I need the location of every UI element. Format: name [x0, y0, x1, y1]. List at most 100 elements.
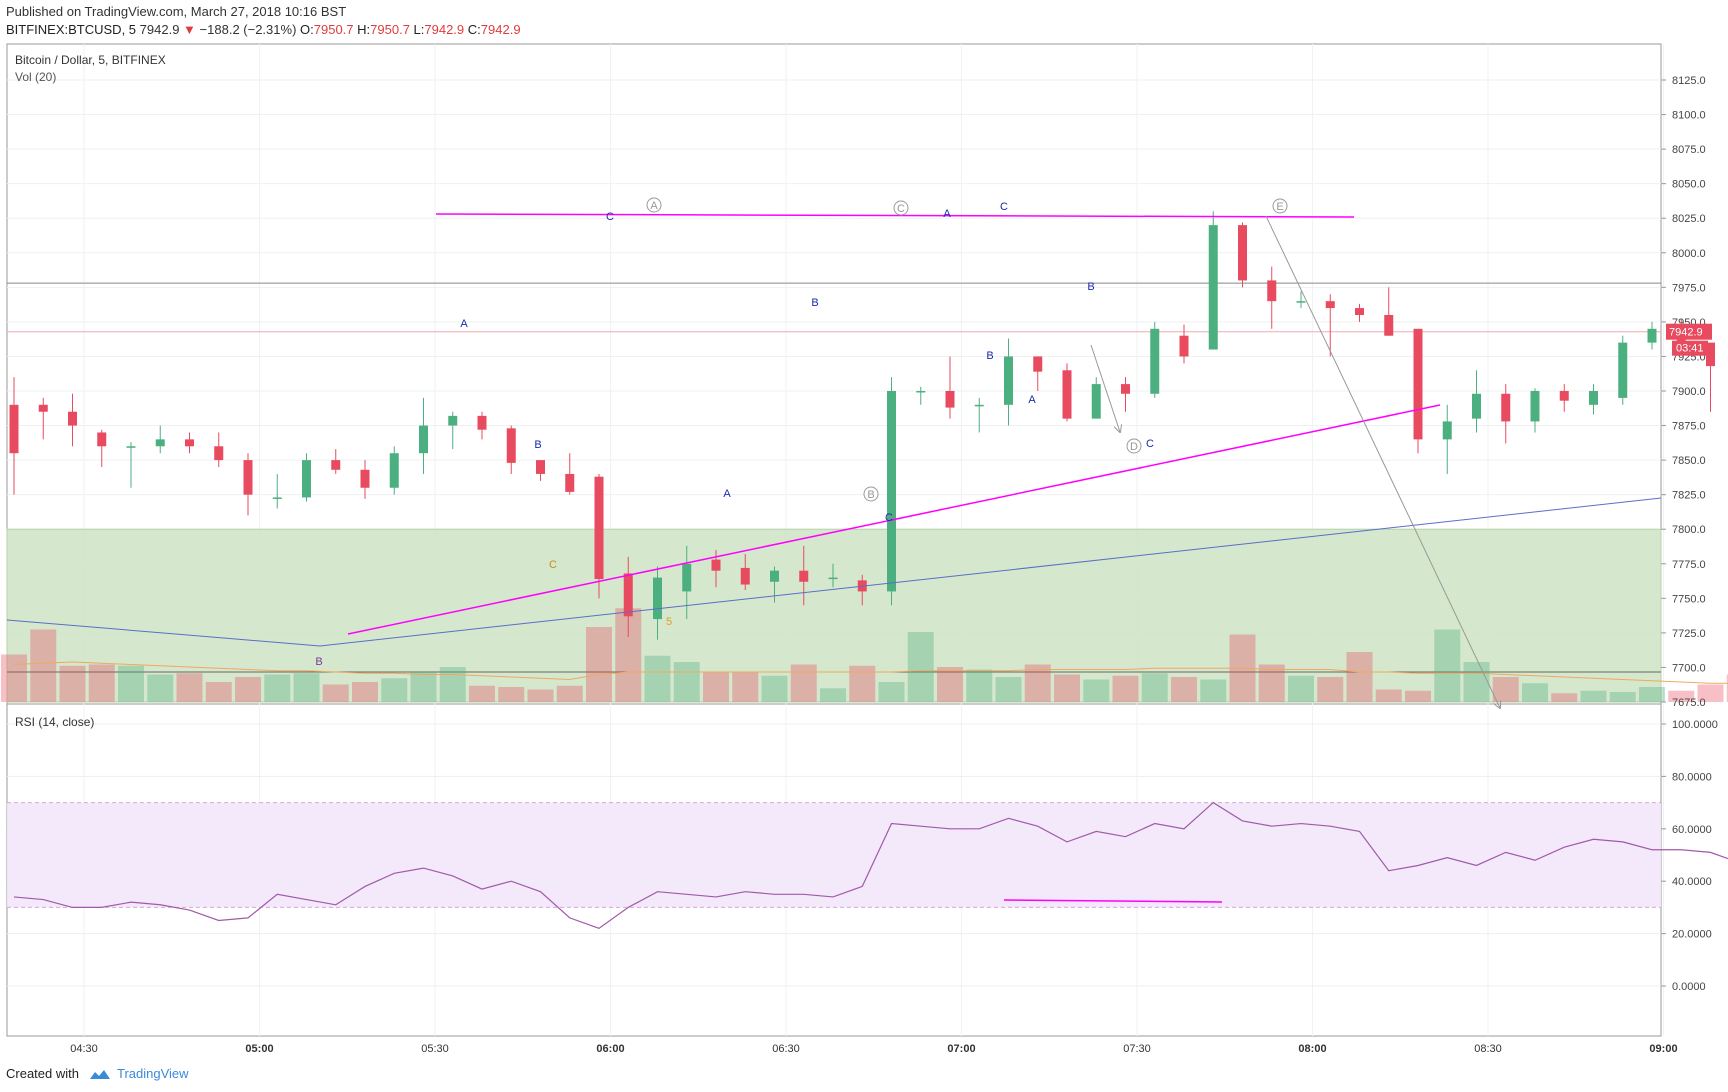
- volume-bar: [469, 685, 495, 702]
- candle-body: [1647, 328, 1657, 343]
- volume-bar: [59, 665, 86, 702]
- volume-bar: [878, 682, 905, 702]
- volume-bar: [1609, 692, 1636, 702]
- candle-body: [1004, 356, 1013, 405]
- rsi-tick-label: 40.0000: [1672, 876, 1712, 888]
- wave-label: A: [1028, 394, 1036, 406]
- candle-body: [1325, 301, 1335, 309]
- candle-body: [477, 415, 487, 430]
- price-tick-label: 7675.0: [1672, 697, 1706, 709]
- candle-body: [1442, 421, 1452, 440]
- candle-body: [916, 391, 926, 393]
- candle-body: [1121, 384, 1130, 394]
- volume-bar: [410, 672, 437, 702]
- wave-label: D: [1130, 441, 1138, 453]
- volume-bar: [966, 669, 993, 702]
- wave-label: 5: [666, 616, 672, 628]
- volume-bar: [644, 655, 671, 702]
- symbol-label: BITFINEX:BTCUSD, 5: [6, 22, 137, 37]
- price-tick-label: 8000.0: [1672, 248, 1706, 260]
- candle-body: [272, 497, 282, 499]
- volume-bar: [1083, 679, 1110, 702]
- volume-bar: [293, 673, 320, 702]
- time-tick-label: 05:00: [245, 1043, 273, 1055]
- candle-body: [945, 391, 955, 408]
- volume-bar: [527, 689, 554, 702]
- time-tick-label: 06:00: [596, 1043, 624, 1055]
- volume-bar: [1024, 664, 1051, 702]
- rsi-trendline: [1003, 899, 1223, 903]
- volume-bar: [498, 687, 525, 702]
- wave-label: C: [897, 203, 905, 215]
- rsi-legend: RSI (14, close): [15, 715, 94, 729]
- wave-label: B: [811, 297, 818, 309]
- high-value: 7950.7: [370, 22, 410, 37]
- rsi-tick-label: 60.0000: [1672, 824, 1712, 836]
- wave-label: A: [723, 488, 731, 500]
- candle-body: [1179, 335, 1189, 357]
- down-arrow-icon: ▼: [183, 22, 196, 37]
- price-tick-label: 7900.0: [1672, 386, 1706, 398]
- candle-body: [155, 439, 165, 447]
- wave-label: B: [986, 350, 993, 362]
- volume-bar: [1288, 675, 1314, 702]
- wave-label: B: [315, 656, 322, 668]
- candle-body: [1091, 384, 1101, 419]
- volume-bar: [732, 672, 759, 702]
- volume-ma-line: [13, 661, 1728, 684]
- volume-bar: [235, 677, 261, 702]
- wave-label: C: [606, 211, 614, 223]
- rsi-tick-label: 20.0000: [1672, 929, 1712, 941]
- candle-body: [331, 460, 341, 470]
- candle-body: [1208, 225, 1218, 350]
- rsi-tick-label: 80.0000: [1672, 771, 1712, 783]
- wave-label: C: [1146, 438, 1154, 450]
- high-label: H:: [357, 22, 371, 37]
- price-tick-label: 8025.0: [1672, 213, 1706, 225]
- volume-bar: [1200, 679, 1227, 702]
- volume-bar: [556, 685, 583, 702]
- volume-bar: [176, 673, 203, 702]
- volume-bar: [937, 667, 963, 702]
- volume-bar: [352, 682, 378, 702]
- price-tick-label: 7700.0: [1672, 662, 1706, 674]
- wave-circle-marker: [863, 486, 879, 502]
- volume-bar: [1054, 674, 1080, 702]
- price-tick-label: 7825.0: [1672, 490, 1706, 502]
- low-label: L:: [413, 22, 425, 37]
- tradingview-link[interactable]: TradingView: [116, 1066, 189, 1081]
- volume-bar: [1112, 675, 1139, 702]
- candle-body: [740, 567, 750, 585]
- volume-bar: [1258, 664, 1285, 702]
- candle-body: [97, 432, 107, 447]
- candle-body: [536, 460, 545, 474]
- volume-bar: [118, 665, 144, 702]
- candle-body: [565, 473, 575, 492]
- volume-bar: [1522, 683, 1548, 702]
- candle-body: [9, 404, 19, 454]
- candle-body: [1296, 301, 1306, 303]
- time-tick-label: 08:00: [1298, 1043, 1326, 1055]
- volume-bar: [381, 678, 408, 702]
- time-tick-label: 07:30: [1123, 1043, 1151, 1055]
- volume-bar: [761, 675, 788, 702]
- candle-body: [1355, 308, 1364, 315]
- price-tick-label: 7850.0: [1672, 455, 1706, 467]
- wave-label: B: [1087, 281, 1094, 293]
- volume-bar: [1580, 690, 1607, 702]
- candle-body: [419, 425, 428, 454]
- tradingview-logo-icon[interactable]: [89, 1067, 111, 1081]
- candle-body: [828, 577, 838, 580]
- wave-label: A: [943, 208, 951, 220]
- candle-body: [711, 559, 721, 571]
- volume-bar: [995, 677, 1022, 702]
- chart-title: Bitcoin / Dollar, 5, BITFINEX: [15, 53, 166, 67]
- candle-body: [389, 453, 399, 488]
- candle-body: [1150, 328, 1160, 394]
- low-value: 7942.9: [424, 22, 465, 37]
- candle-body: [243, 460, 253, 495]
- wave-label: B: [534, 439, 541, 451]
- candle-body: [1559, 391, 1569, 401]
- volume-bar: [1492, 677, 1519, 702]
